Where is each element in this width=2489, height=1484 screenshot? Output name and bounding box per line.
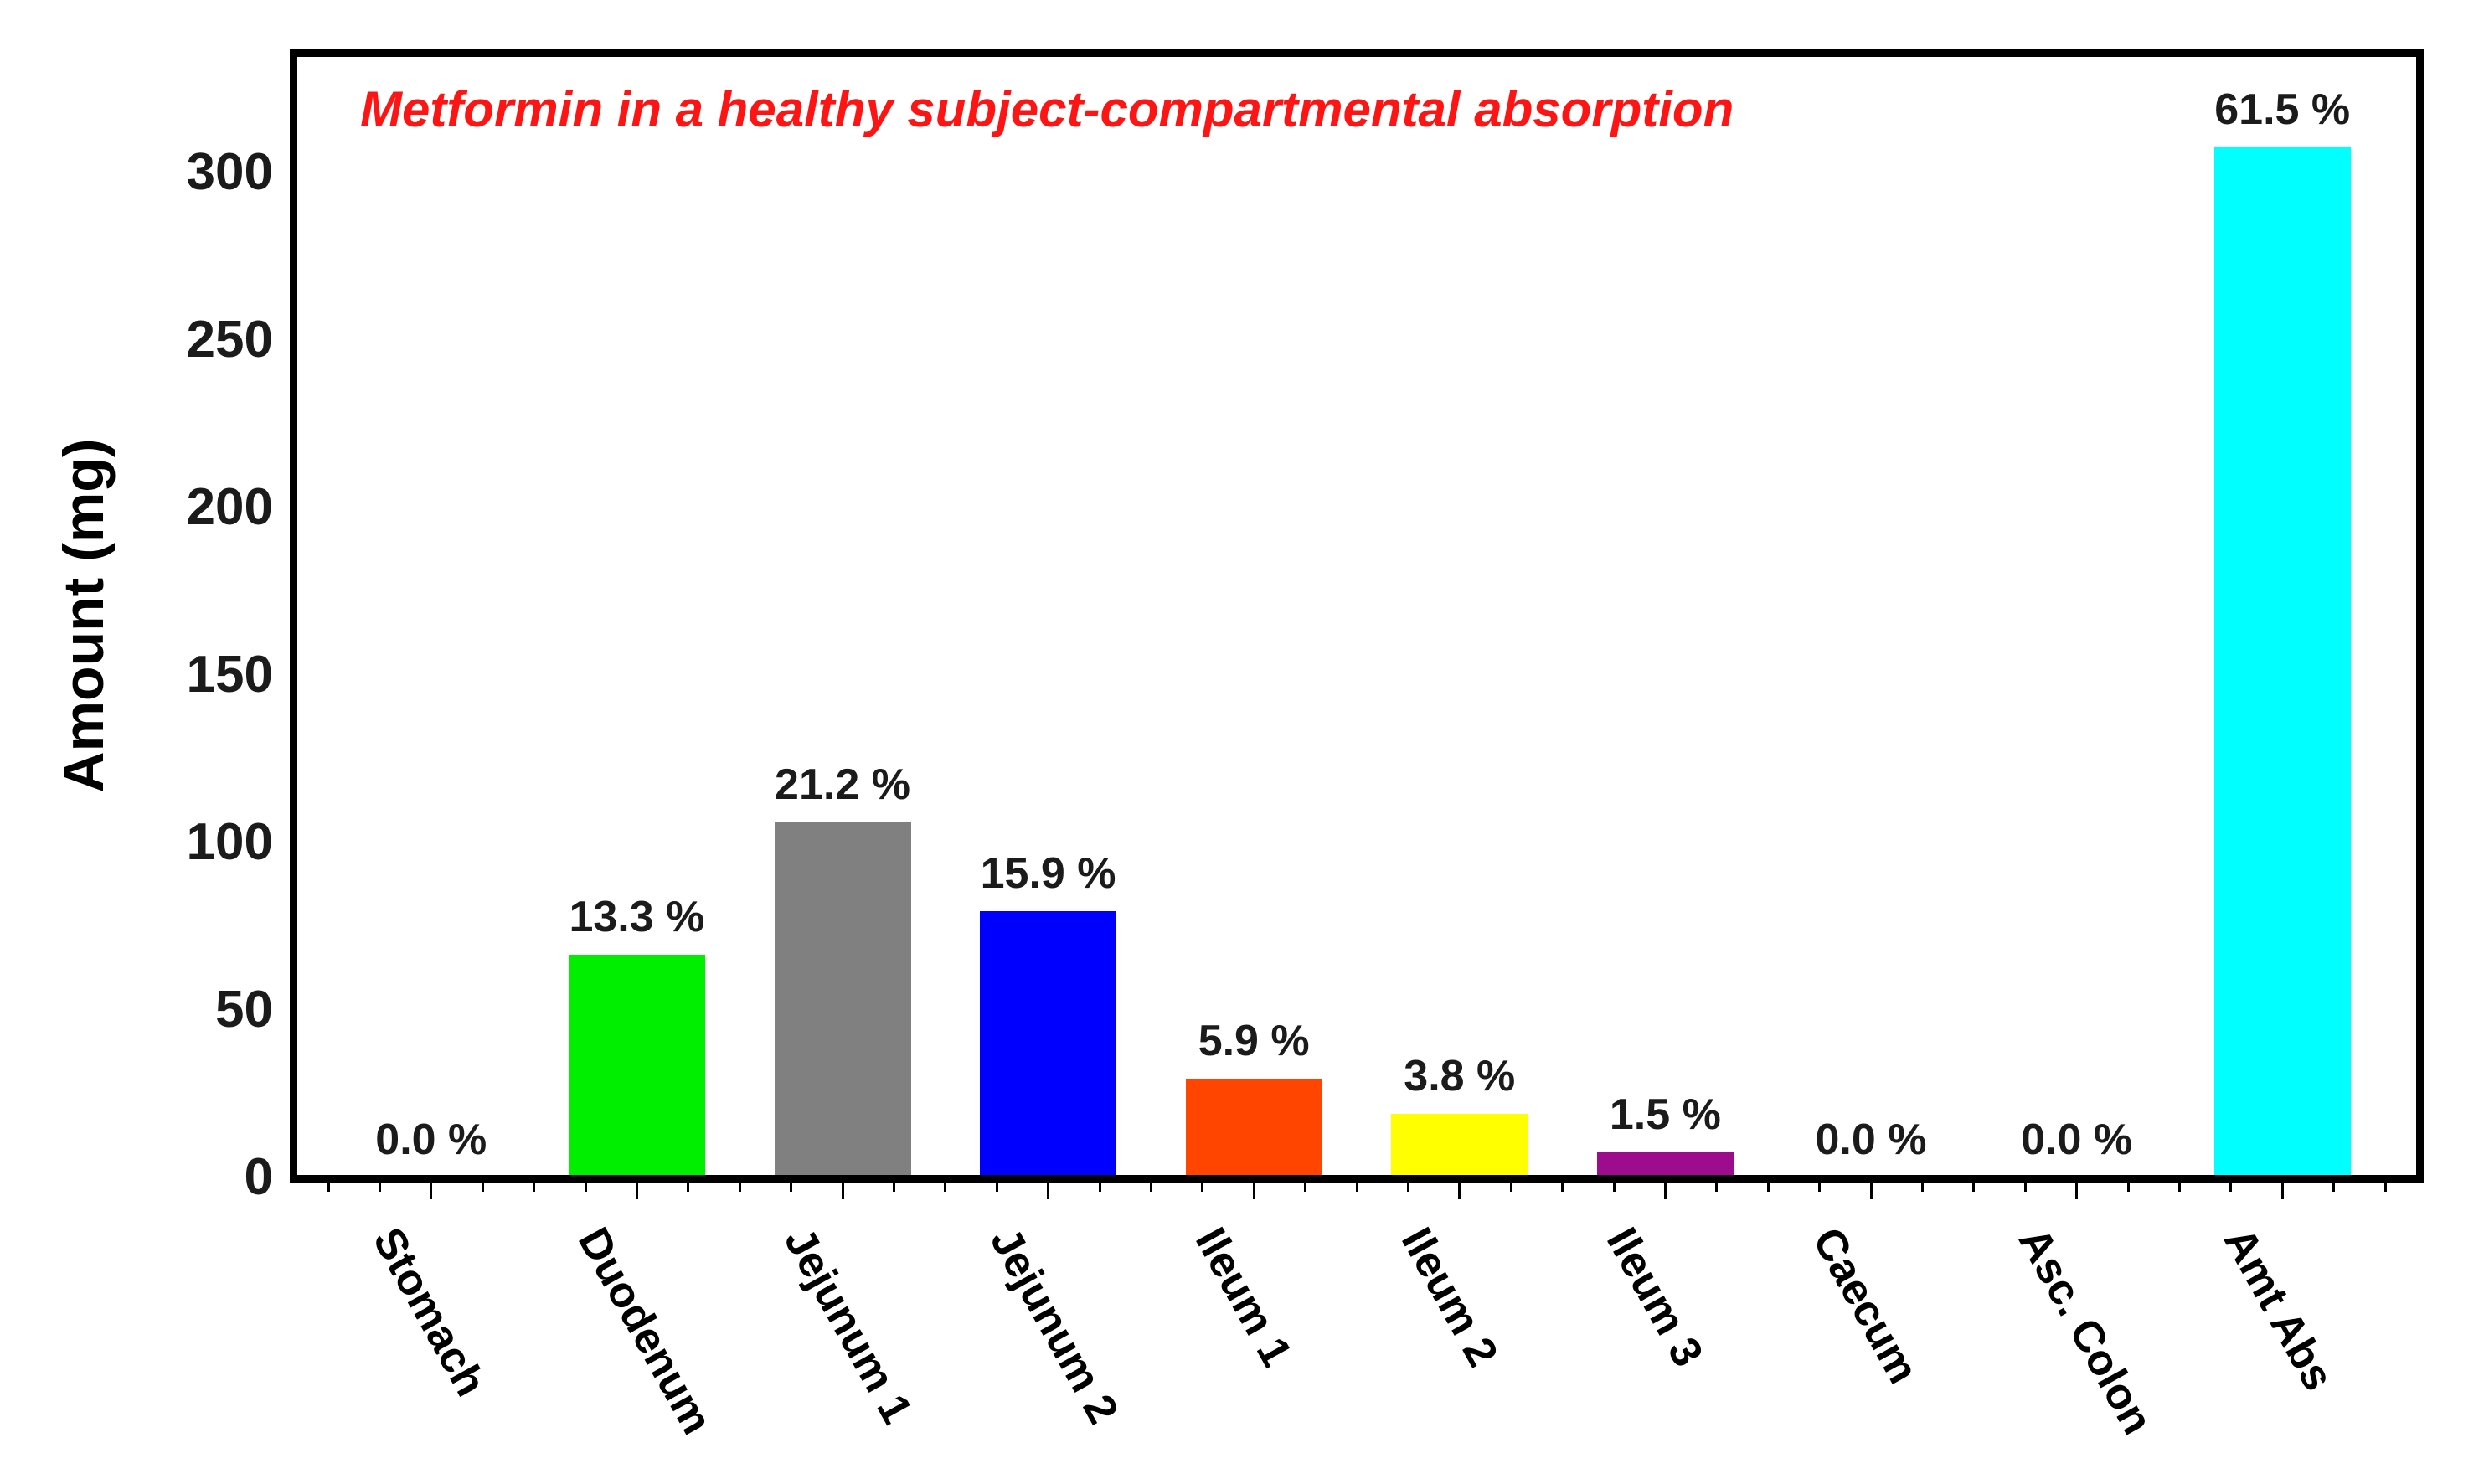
y-tick-label: 50: [215, 981, 273, 1038]
bar-value-label: 13.3 %: [569, 893, 705, 941]
x-tick-label: Jejunum 2: [980, 1219, 1127, 1432]
bar-value-label: 0.0 %: [1815, 1116, 1927, 1164]
x-axis-minor-tick: [327, 1183, 330, 1192]
chart-title: Metformin in a healthy subject-compartme…: [360, 81, 1734, 137]
x-axis-minor-tick: [378, 1183, 381, 1192]
bar-value-label: 15.9 %: [980, 849, 1116, 898]
x-axis-minor-tick: [995, 1183, 998, 1192]
x-tick-label: Ileum 2: [1391, 1219, 1507, 1375]
x-axis-minor-tick: [1818, 1183, 1822, 1192]
x-axis-major-tick: [1252, 1183, 1255, 1199]
bar-value-label: 21.2 %: [775, 760, 910, 809]
bar-value-label: 0.0 %: [2021, 1116, 2133, 1164]
x-axis-major-tick: [2280, 1183, 2284, 1199]
x-axis-minor-tick: [2177, 1183, 2181, 1192]
x-axis-minor-tick: [1612, 1183, 1616, 1192]
bar-amt-abs: [2213, 147, 2351, 1177]
x-axis-minor-tick: [1406, 1183, 1409, 1192]
x-axis-minor-tick: [1509, 1183, 1512, 1192]
x-axis-minor-tick: [1201, 1183, 1204, 1192]
x-axis-minor-tick: [892, 1183, 895, 1192]
x-axis-major-tick: [1663, 1183, 1667, 1199]
x-axis-minor-tick: [1766, 1183, 1770, 1192]
y-tick-label: 0: [244, 1148, 273, 1206]
x-axis-minor-tick: [481, 1183, 484, 1192]
x-axis-major-tick: [430, 1183, 433, 1199]
x-axis-minor-tick: [1715, 1183, 1719, 1192]
bar-value-label: 3.8 %: [1404, 1052, 1516, 1100]
x-axis-minor-tick: [1149, 1183, 1152, 1192]
x-axis-minor-tick: [2229, 1183, 2233, 1192]
x-axis-major-tick: [2075, 1183, 2079, 1199]
x-axis-minor-tick: [1561, 1183, 1564, 1192]
bar-value-label: 5.9 %: [1198, 1017, 1310, 1065]
x-axis-minor-tick: [738, 1183, 741, 1192]
x-axis-minor-tick: [944, 1183, 947, 1192]
x-axis-major-tick: [1869, 1183, 1873, 1199]
x-axis-major-tick: [841, 1183, 844, 1199]
y-tick-label: 300: [186, 143, 273, 201]
x-tick-label: Amt Abs: [2214, 1219, 2343, 1399]
x-tick-label: Ileum 3: [1597, 1219, 1713, 1375]
x-axis-major-tick: [635, 1183, 638, 1199]
x-axis-minor-tick: [1355, 1183, 1358, 1192]
bar-ileum-3: [1596, 1152, 1734, 1177]
x-axis-minor-tick: [533, 1183, 536, 1192]
bar-jejunum-1: [774, 822, 911, 1177]
x-axis-minor-tick: [584, 1183, 587, 1192]
bar-value-label: 1.5 %: [1609, 1090, 1721, 1139]
x-tick-label: Duodenum: [569, 1219, 722, 1443]
x-axis-minor-tick: [790, 1183, 793, 1192]
bar-value-label: 0.0 %: [375, 1116, 487, 1164]
y-tick-label: 100: [186, 813, 273, 871]
y-tick-label: 200: [186, 478, 273, 536]
x-axis-minor-tick: [2332, 1183, 2336, 1192]
x-axis-minor-tick: [1920, 1183, 1924, 1192]
x-axis-minor-tick: [2383, 1183, 2387, 1192]
y-tick-label: 150: [186, 646, 273, 703]
x-tick-label: Asc. Colon: [2008, 1219, 2162, 1443]
x-axis-minor-tick: [2126, 1183, 2130, 1192]
bar-ileum-1: [1185, 1079, 1322, 1177]
x-axis-minor-tick: [687, 1183, 690, 1192]
bar-jejunum-2: [980, 911, 1117, 1177]
x-axis-major-tick: [1047, 1183, 1050, 1199]
bar-ileum-2: [1391, 1114, 1528, 1177]
bar-duodenum: [568, 955, 705, 1177]
x-tick-label: Stomach: [363, 1219, 495, 1404]
x-axis-minor-tick: [2023, 1183, 2027, 1192]
x-axis-minor-tick: [1098, 1183, 1101, 1192]
x-axis-minor-tick: [1304, 1183, 1307, 1192]
x-tick-label: Caecum: [1802, 1219, 1928, 1392]
x-tick-label: Jejunum 1: [774, 1219, 922, 1432]
x-tick-label: Ileum 1: [1186, 1219, 1301, 1375]
x-axis-minor-tick: [1972, 1183, 1976, 1192]
bar-value-label: 61.5 %: [2214, 85, 2351, 134]
x-axis-major-tick: [1458, 1183, 1461, 1199]
y-tick-label: 250: [186, 311, 273, 368]
